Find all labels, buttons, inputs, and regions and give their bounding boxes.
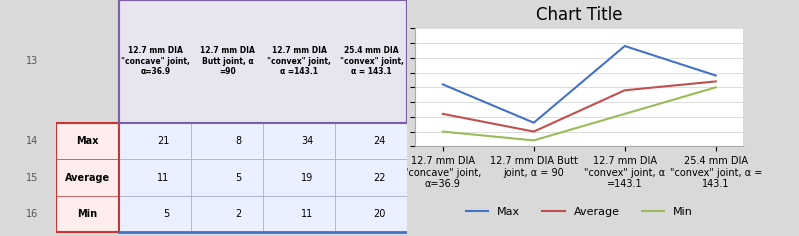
Max <box>529 121 539 124</box>
Text: 5: 5 <box>235 173 241 183</box>
Bar <box>191 123 264 159</box>
Max <box>711 74 721 77</box>
Line: Max: Max <box>443 46 716 123</box>
Bar <box>191 159 264 196</box>
Max <box>620 45 630 47</box>
Bar <box>56 123 119 232</box>
Text: 24: 24 <box>373 136 385 146</box>
Bar <box>119 0 407 123</box>
Bar <box>56 159 119 196</box>
Text: 2: 2 <box>235 209 241 219</box>
Text: 8: 8 <box>235 136 241 146</box>
Max <box>438 83 447 86</box>
Text: Min: Min <box>78 209 97 219</box>
Bar <box>191 196 264 232</box>
Average <box>711 80 721 83</box>
Bar <box>119 196 191 232</box>
Text: Average: Average <box>65 173 110 183</box>
Text: 22: 22 <box>373 173 385 183</box>
Bar <box>336 123 407 159</box>
Average <box>438 112 447 115</box>
Text: Max: Max <box>77 136 99 146</box>
Text: 12.7 mm DIA
Butt joint, α
=90: 12.7 mm DIA Butt joint, α =90 <box>200 46 255 76</box>
Average <box>620 89 630 92</box>
Text: 11: 11 <box>157 173 169 183</box>
Line: Average: Average <box>443 81 716 132</box>
Bar <box>264 159 336 196</box>
Text: 14: 14 <box>26 136 38 146</box>
Text: 12.7 mm DIA
"concave" joint,
α=36.9: 12.7 mm DIA "concave" joint, α=36.9 <box>121 46 189 76</box>
Bar <box>119 123 191 159</box>
Text: 20: 20 <box>373 209 385 219</box>
Bar <box>264 123 336 159</box>
Min <box>711 86 721 89</box>
Text: 16: 16 <box>26 209 38 219</box>
Text: 13: 13 <box>26 56 38 66</box>
Line: Min: Min <box>443 87 716 140</box>
Text: 5: 5 <box>163 209 169 219</box>
Bar <box>336 196 407 232</box>
Text: 25.4 mm DIA
"convex" joint,
α = 143.1: 25.4 mm DIA "convex" joint, α = 143.1 <box>340 46 403 76</box>
Min <box>620 112 630 115</box>
Bar <box>264 196 336 232</box>
Text: 11: 11 <box>301 209 313 219</box>
Min <box>438 130 447 133</box>
Bar <box>119 0 407 123</box>
Text: 21: 21 <box>157 136 169 146</box>
Bar <box>336 159 407 196</box>
Text: 15: 15 <box>26 173 38 183</box>
Bar <box>119 159 191 196</box>
Bar <box>56 123 119 159</box>
Legend: Max, Average, Min: Max, Average, Min <box>462 202 697 221</box>
Title: Chart Title: Chart Title <box>536 6 622 24</box>
Bar <box>56 196 119 232</box>
Average <box>529 130 539 133</box>
Text: 34: 34 <box>301 136 313 146</box>
Text: 12.7 mm DIA
"convex" joint,
α =143.1: 12.7 mm DIA "convex" joint, α =143.1 <box>268 46 332 76</box>
Min <box>529 139 539 142</box>
Text: 19: 19 <box>301 173 313 183</box>
